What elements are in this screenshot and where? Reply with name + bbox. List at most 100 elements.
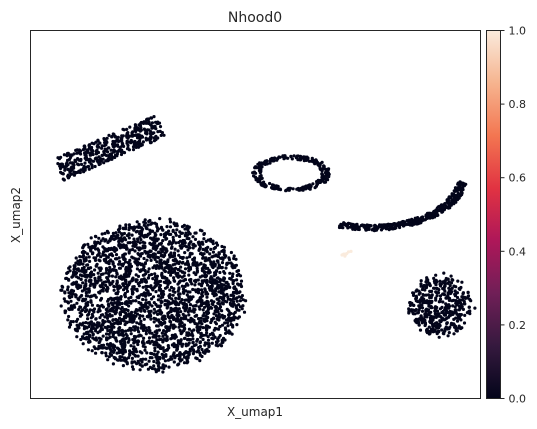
scatter-point bbox=[165, 237, 169, 241]
scatter-point bbox=[124, 282, 128, 286]
scatter-point bbox=[92, 256, 96, 260]
scatter-point bbox=[83, 273, 87, 277]
scatter-point bbox=[131, 148, 136, 152]
scatter-point bbox=[152, 352, 156, 356]
scatter-point bbox=[100, 146, 104, 150]
scatter-point bbox=[207, 349, 211, 353]
scatter-point bbox=[225, 321, 230, 325]
scatter-point bbox=[136, 237, 140, 241]
scatter-point bbox=[188, 290, 192, 294]
scatter-point bbox=[165, 299, 169, 303]
scatter-point bbox=[150, 124, 154, 128]
scatter-point bbox=[203, 305, 207, 309]
scatter-point bbox=[213, 305, 217, 309]
colorbar-tick-label: 0.2 bbox=[509, 319, 527, 332]
scatter-point bbox=[122, 257, 126, 261]
scatter-point bbox=[426, 293, 431, 297]
scatter-point bbox=[146, 232, 150, 236]
scatter-point bbox=[102, 144, 106, 148]
scatter-point bbox=[131, 367, 135, 371]
scatter-point bbox=[106, 358, 110, 362]
scatter-point bbox=[120, 345, 124, 349]
scatter-point bbox=[183, 251, 187, 255]
scatter-point bbox=[143, 262, 147, 266]
scatter-point bbox=[201, 308, 205, 312]
scatter-point bbox=[107, 146, 111, 150]
scatter-point bbox=[86, 348, 90, 352]
scatter-point bbox=[152, 252, 156, 256]
scatter-point bbox=[430, 306, 434, 310]
scatter-point bbox=[84, 258, 88, 262]
scatter-point bbox=[251, 171, 255, 175]
scatter-point bbox=[83, 309, 87, 314]
scatter-point bbox=[447, 298, 451, 302]
scatter-point bbox=[77, 307, 81, 312]
scatter-point bbox=[162, 268, 166, 272]
scatter-point bbox=[420, 321, 424, 325]
scatter-point bbox=[195, 350, 199, 354]
scatter-point bbox=[145, 291, 149, 295]
scatter-point bbox=[61, 172, 65, 176]
scatter-point bbox=[186, 337, 190, 341]
scatter-point bbox=[101, 245, 105, 249]
scatter-point bbox=[414, 294, 418, 298]
scatter-point bbox=[187, 352, 191, 356]
scatter-point bbox=[427, 303, 431, 307]
scatter-point bbox=[165, 260, 169, 264]
scatter-point bbox=[220, 265, 224, 270]
scatter-point bbox=[154, 264, 158, 268]
scatter-point bbox=[352, 226, 356, 230]
scatter-point bbox=[127, 251, 131, 255]
scatter-point bbox=[437, 324, 441, 328]
scatter-point bbox=[258, 174, 262, 178]
scatter-point bbox=[172, 301, 177, 305]
scatter-point bbox=[86, 317, 90, 321]
scatter-point bbox=[125, 133, 129, 137]
scatter-point bbox=[63, 290, 67, 294]
scatter-point bbox=[64, 276, 68, 281]
scatter-point bbox=[254, 171, 258, 175]
scatter-point bbox=[113, 330, 117, 335]
scatter-point bbox=[433, 286, 437, 290]
scatter-point bbox=[275, 158, 279, 162]
scatter-point bbox=[138, 314, 142, 318]
scatter-point bbox=[238, 290, 242, 294]
scatter-point bbox=[114, 336, 118, 340]
scatter-point bbox=[66, 318, 70, 322]
scatter-point bbox=[225, 307, 229, 311]
scatter-point bbox=[180, 284, 184, 288]
scatter-point bbox=[206, 283, 210, 287]
scatter-point bbox=[454, 328, 458, 333]
scatter-point bbox=[211, 239, 215, 243]
scatter-point bbox=[218, 296, 222, 300]
scatter-point bbox=[438, 279, 442, 283]
scatter-point bbox=[172, 360, 176, 364]
scatter-point bbox=[134, 133, 138, 137]
scatter-point bbox=[114, 231, 118, 235]
scatter-point bbox=[155, 352, 159, 357]
scatter-point bbox=[276, 184, 280, 189]
scatter-point bbox=[222, 276, 226, 280]
scatter-point bbox=[187, 295, 191, 299]
scatter-point bbox=[210, 341, 214, 345]
scatter-point bbox=[181, 287, 186, 291]
scatter-point bbox=[430, 299, 434, 303]
scatter-point bbox=[142, 336, 146, 340]
scatter-point bbox=[224, 254, 228, 258]
scatter-point bbox=[455, 312, 459, 316]
scatter-point bbox=[134, 299, 138, 303]
scatter-point bbox=[97, 307, 101, 311]
scatter-point bbox=[444, 278, 448, 282]
scatter-point bbox=[75, 267, 79, 271]
scatter-point bbox=[200, 267, 204, 271]
scatter-point bbox=[160, 316, 164, 321]
scatter-point bbox=[289, 154, 293, 158]
scatter-point bbox=[440, 316, 444, 320]
scatter-point bbox=[150, 121, 154, 125]
scatter-point bbox=[97, 251, 101, 255]
scatter-point bbox=[258, 177, 262, 182]
scatter-point bbox=[130, 356, 134, 360]
scatter-point bbox=[443, 202, 447, 206]
scatter-point bbox=[87, 310, 91, 314]
scatter-point bbox=[170, 242, 174, 246]
